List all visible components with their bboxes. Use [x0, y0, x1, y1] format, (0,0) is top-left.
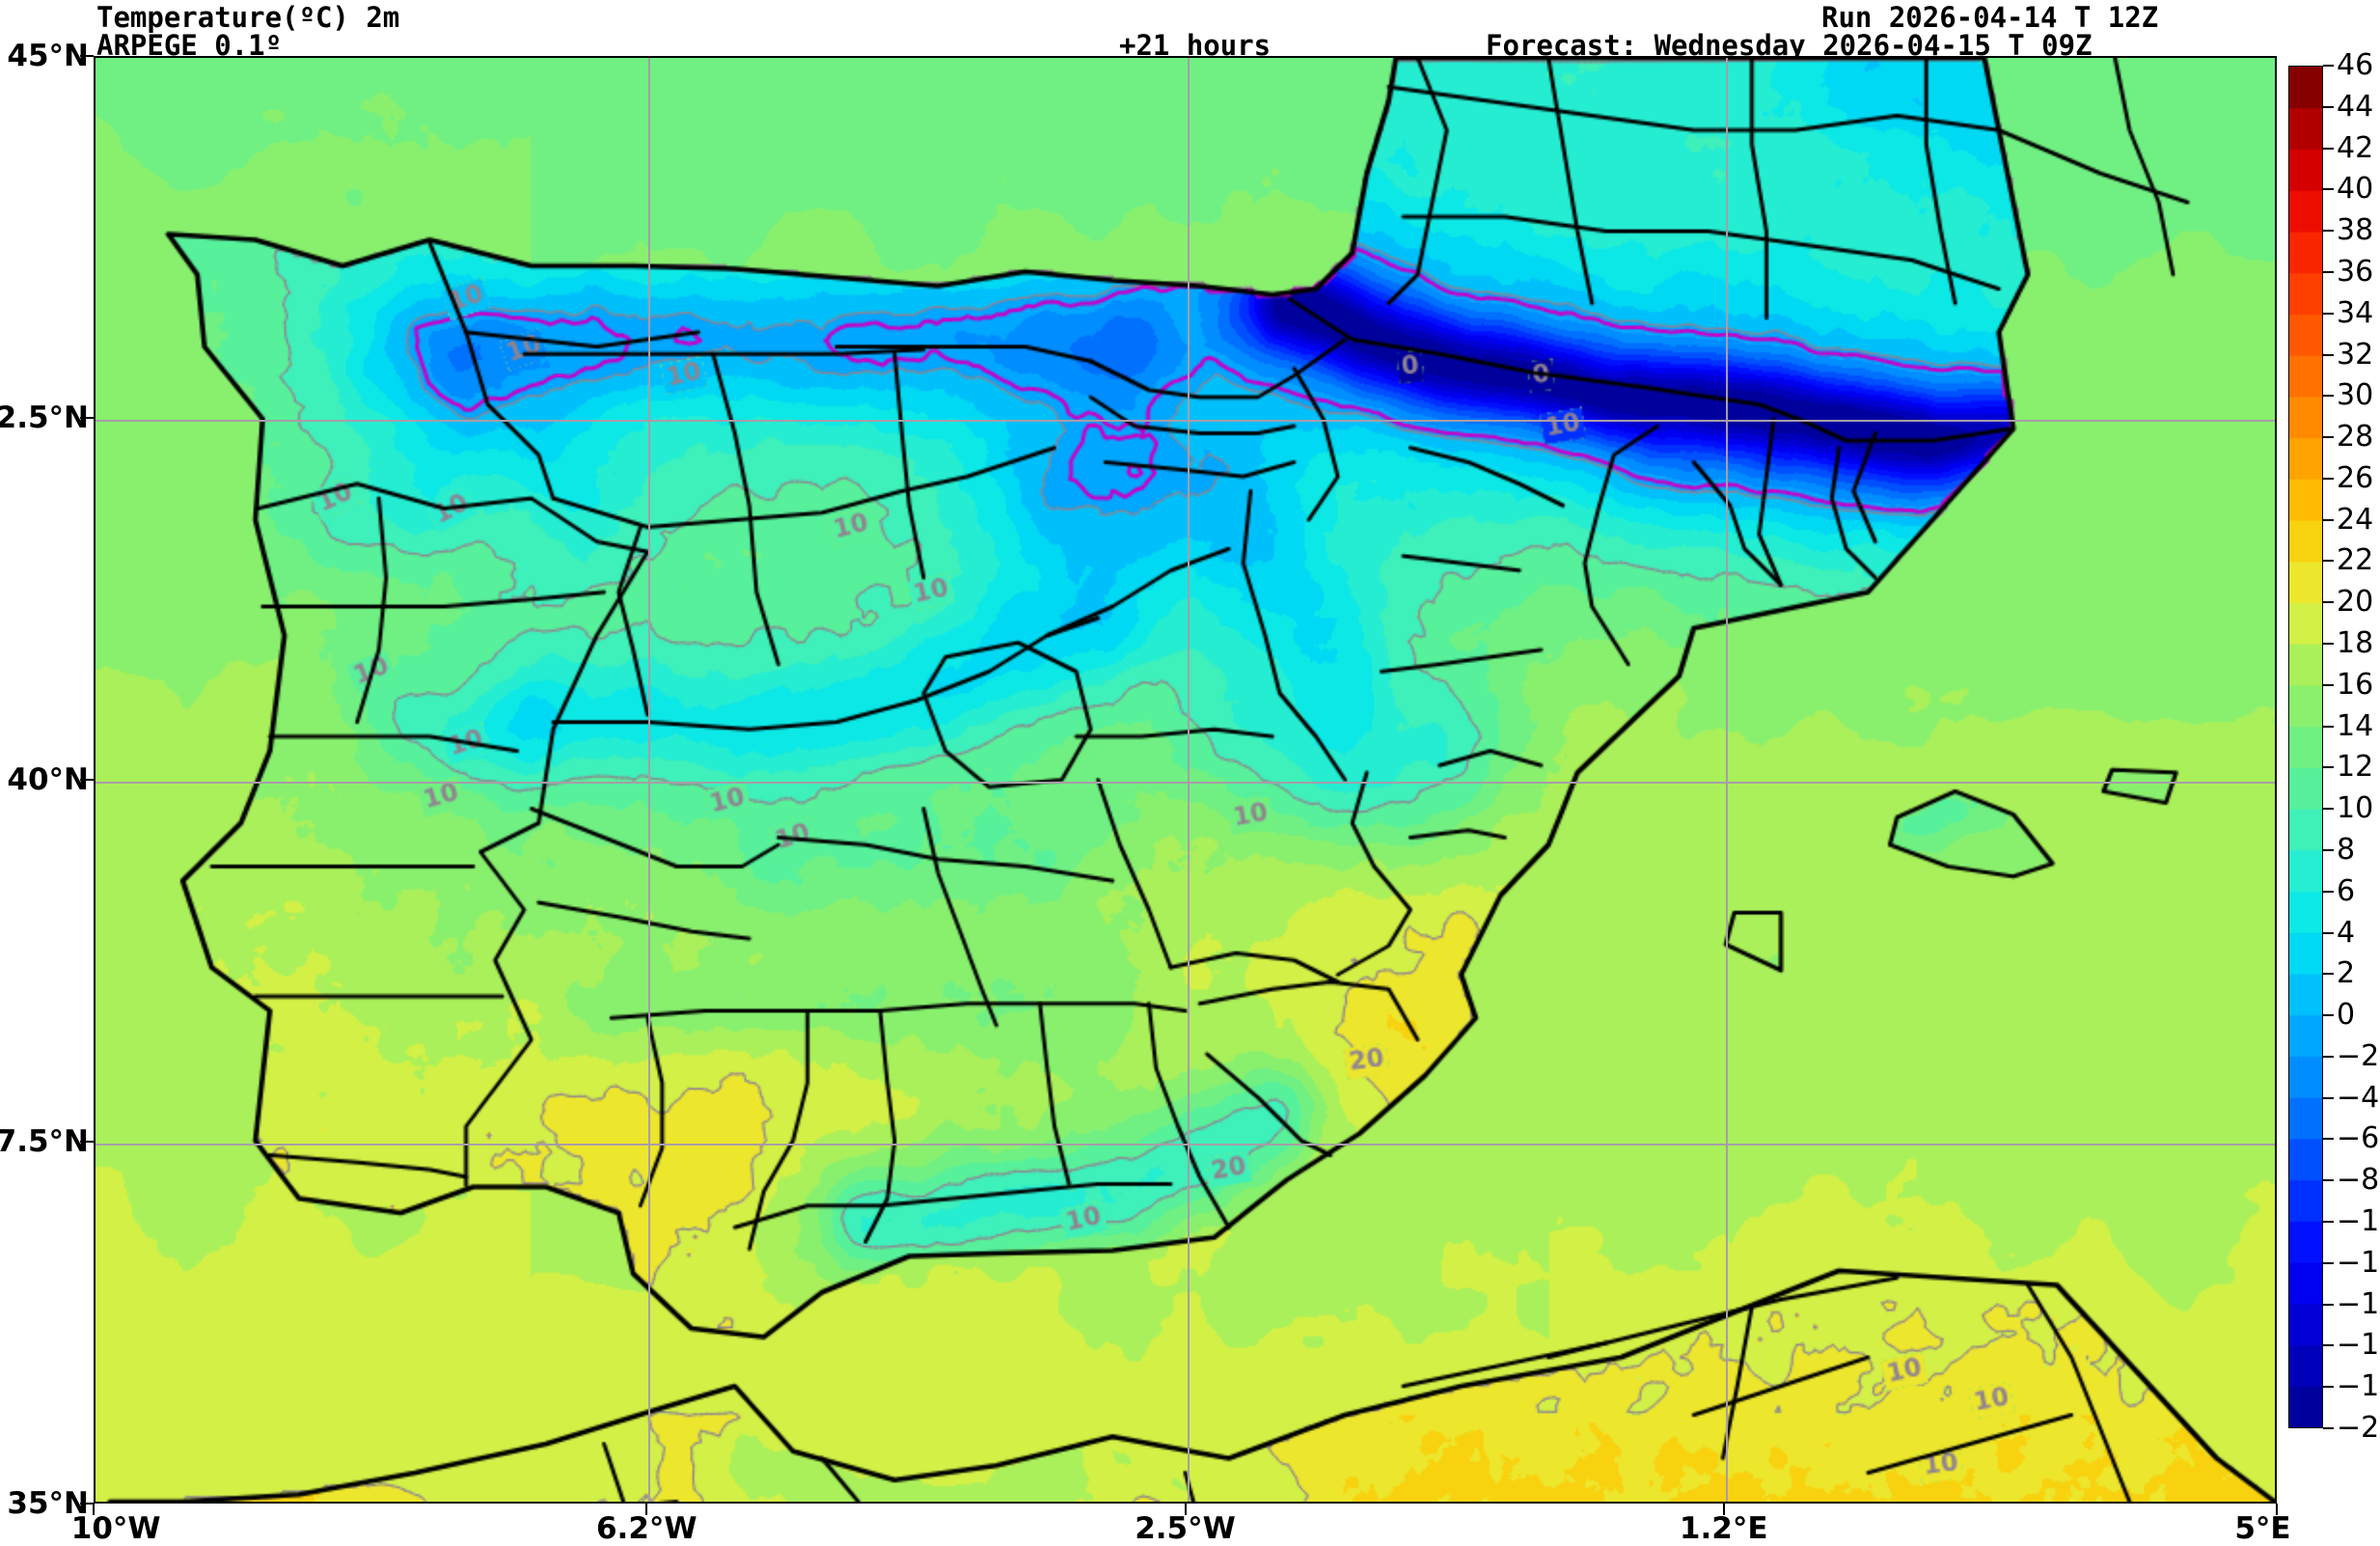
colorbar-tick-label: −18	[2337, 1369, 2380, 1404]
longitude-tick-label: 10°W	[70, 1511, 161, 1546]
colorbar-tick-label: 42	[2337, 130, 2374, 165]
colorbar-tick-label: 6	[2337, 873, 2356, 908]
colorbar-tick-label: 36	[2337, 254, 2374, 289]
colorbar-tick	[2323, 518, 2334, 521]
temperature-field-canvas	[96, 58, 2275, 1502]
colorbar-tick-label: 38	[2337, 213, 2374, 248]
colorbar-tick-label: 30	[2337, 378, 2374, 413]
colorbar-tick	[2323, 560, 2334, 563]
colorbar-tick	[2323, 1014, 2334, 1017]
longitude-tick	[2276, 1504, 2278, 1515]
colorbar-tick-label: −16	[2337, 1328, 2380, 1363]
colorbar-tick-label: 10	[2337, 791, 2374, 826]
header-forecast-time: Forecast: Wednesday 2026-04-15 T 09Z	[1486, 29, 2093, 62]
temperature-map-plot	[94, 56, 2277, 1504]
colorbar-tick-label: 4	[2337, 915, 2356, 950]
colorbar-tick-label: −6	[2337, 1121, 2380, 1156]
longitude-tick	[1722, 1504, 1725, 1515]
colorbar-tick-label: 14	[2337, 708, 2374, 743]
colorbar-tick-label: 8	[2337, 832, 2356, 867]
colorbar-tick	[2323, 105, 2334, 108]
colorbar-tick-label: 26	[2337, 460, 2374, 495]
colorbar-tick-label: −4	[2337, 1080, 2380, 1115]
longitude-tick	[93, 1504, 95, 1515]
header-leadtime: +21 hours	[1119, 29, 1272, 62]
colorbar-tick-label: 46	[2337, 48, 2374, 82]
colorbar-tick-label: 28	[2337, 420, 2374, 455]
colorbar-tick	[2323, 188, 2334, 191]
colorbar-tick-label: −10	[2337, 1204, 2380, 1239]
colorbar-tick	[2323, 1179, 2334, 1182]
colorbar-tick-label: 0	[2337, 998, 2356, 1033]
colorbar-tick	[2323, 1427, 2334, 1429]
colorbar-tick-label: 40	[2337, 172, 2374, 207]
longitude-tick-label: 1.2°E	[1679, 1511, 1768, 1546]
longitude-tick	[1184, 1504, 1187, 1515]
colorbar-tick	[2323, 1261, 2334, 1264]
colorbar-tick-label: −2	[2337, 1038, 2380, 1073]
colorbar-tick-label: 24	[2337, 502, 2374, 537]
colorbar-tick-label: 44	[2337, 89, 2374, 124]
colorbar-tick	[2323, 1344, 2334, 1347]
colorbar-tick-label: 22	[2337, 543, 2374, 578]
colorbar-tick-label: −20	[2337, 1411, 2380, 1445]
latitude-tick-label: 37.5°N	[0, 1124, 89, 1159]
map-header: Temperature(ºC) 2m ARPEGE 0.1º +21 hours…	[0, 0, 2380, 60]
latitude-tick-label: 45°N	[7, 39, 89, 73]
colorbar-tick	[2323, 270, 2334, 273]
colorbar-tick-label: 32	[2337, 337, 2374, 372]
colorbar-gradient	[2288, 66, 2323, 1428]
latitude-tick	[80, 417, 94, 419]
colorbar-tick-label: 16	[2337, 667, 2374, 702]
colorbar-tick	[2323, 1303, 2334, 1306]
colorbar-tick	[2323, 436, 2334, 439]
header-run-time: Run 2026-04-14 T 12Z	[1821, 1, 2159, 34]
colorbar-tick	[2323, 683, 2334, 686]
colorbar-tick-label: 34	[2337, 295, 2374, 330]
colorbar: 46 44 42 40 38 36 34 32 30 28 26 24 22 20 18 16 14 12 10 8 6…	[2288, 51, 2380, 1494]
colorbar-tick	[2323, 65, 2334, 67]
colorbar-tick	[2323, 1386, 2334, 1389]
colorbar-tick	[2323, 1055, 2334, 1058]
colorbar-tick	[2323, 312, 2334, 315]
latitude-tick	[80, 1503, 94, 1505]
colorbar-tick	[2323, 147, 2334, 150]
latitude-tick	[80, 779, 94, 781]
colorbar-tick	[2323, 230, 2334, 233]
colorbar-tick	[2323, 931, 2334, 934]
longitude-tick-label: 6.2°W	[595, 1511, 698, 1546]
colorbar-tick	[2323, 1138, 2334, 1141]
colorbar-tick	[2323, 353, 2334, 356]
colorbar-tick	[2323, 601, 2334, 604]
colorbar-tick	[2323, 766, 2334, 769]
colorbar-tick	[2323, 890, 2334, 893]
longitude-tick-label: 2.5°W	[1135, 1511, 1236, 1546]
header-model: ARPEGE 0.1º	[96, 29, 283, 62]
colorbar-tick	[2323, 1096, 2334, 1099]
colorbar-tick-label: −12	[2337, 1245, 2380, 1280]
longitude-tick-label: 5°E	[2234, 1511, 2291, 1546]
longitude-tick	[645, 1504, 648, 1515]
colorbar-tick	[2323, 477, 2334, 480]
header-title: Temperature(ºC) 2m	[96, 1, 400, 34]
colorbar-tick	[2323, 808, 2334, 811]
colorbar-tick	[2323, 395, 2334, 398]
latitude-tick	[80, 55, 94, 57]
colorbar-tick	[2323, 848, 2334, 851]
colorbar-tick-label: 12	[2337, 750, 2374, 785]
latitude-tick-label: 40°N	[7, 762, 89, 797]
colorbar-tick-label: −14	[2337, 1286, 2380, 1321]
colorbar-tick-label: −8	[2337, 1163, 2380, 1198]
colorbar-tick-label: 20	[2337, 585, 2374, 620]
colorbar-tick	[2323, 973, 2334, 976]
latitude-tick-label: 42.5°N	[0, 400, 89, 435]
latitude-tick	[80, 1141, 94, 1143]
latitude-tick-label: 35°N	[7, 1486, 89, 1521]
colorbar-tick	[2323, 643, 2334, 646]
colorbar-tick	[2323, 725, 2334, 728]
colorbar-tick	[2323, 1221, 2334, 1224]
colorbar-tick-label: 18	[2337, 626, 2374, 661]
colorbar-tick-label: 2	[2337, 956, 2356, 991]
